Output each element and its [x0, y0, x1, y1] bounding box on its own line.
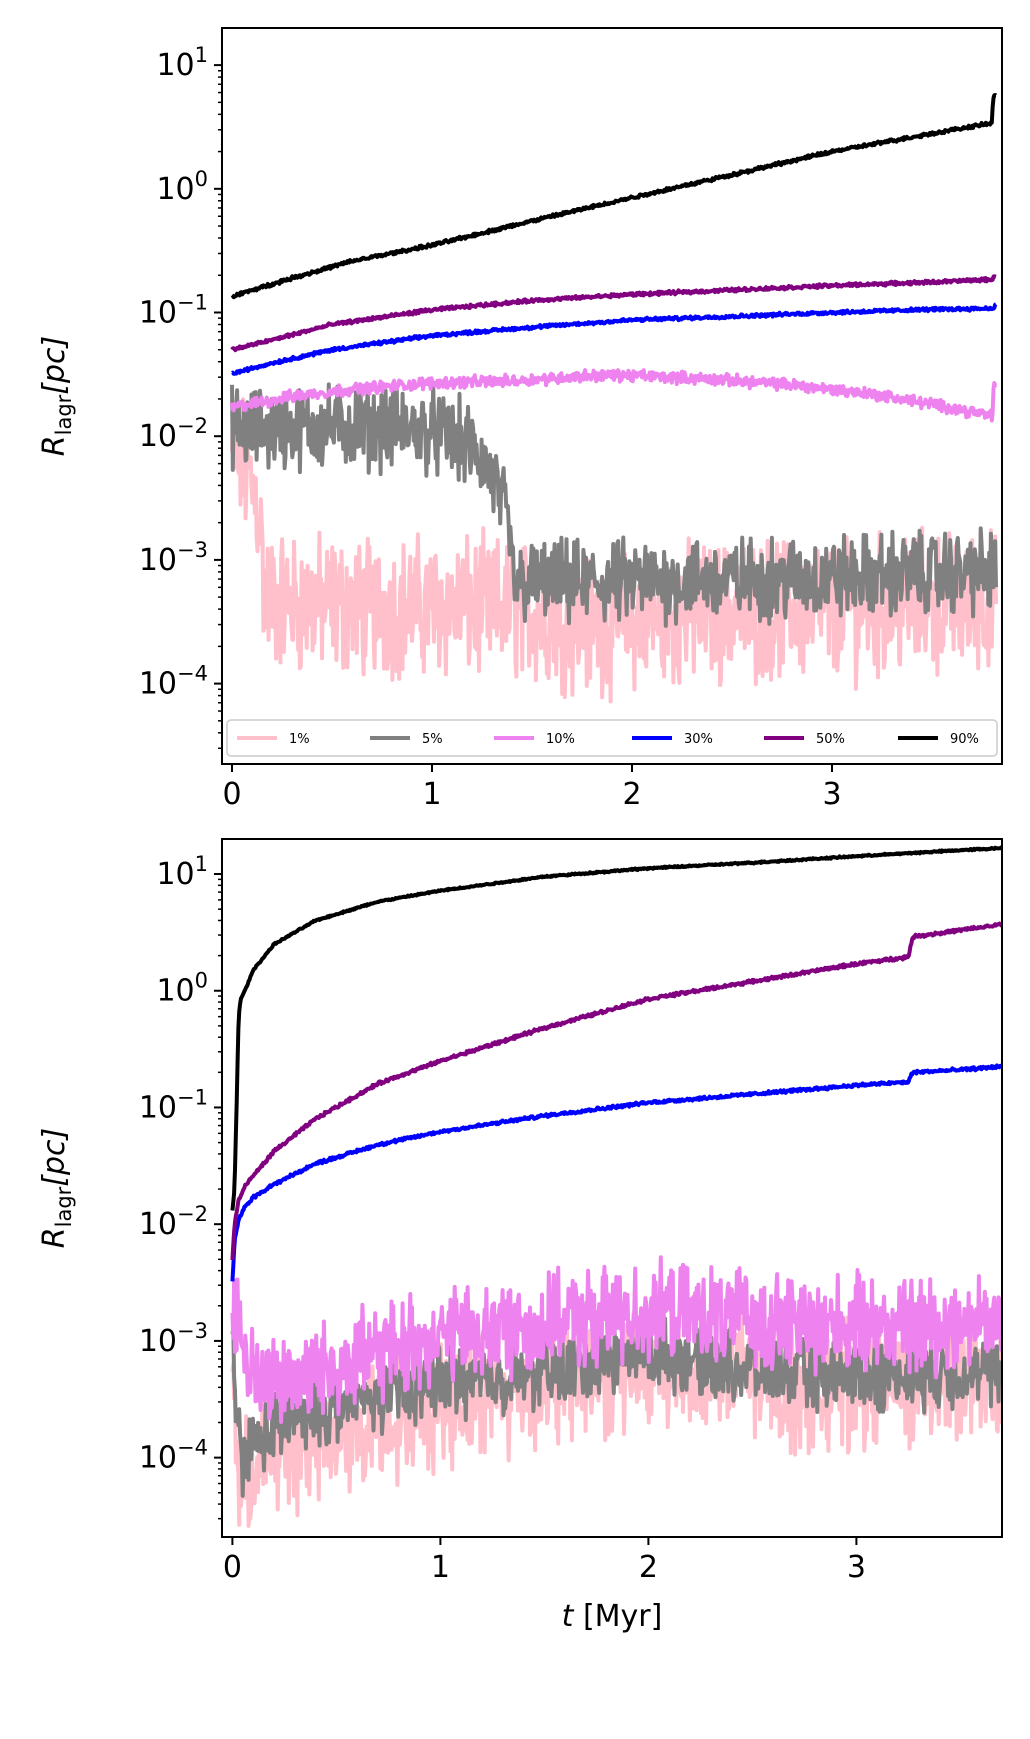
legend-entry-5: 5% [370, 732, 443, 747]
bottom-x-axis-label: t [Myr] [562, 1599, 663, 1634]
top-y-tick-label: 10−4 [139, 662, 208, 702]
top-x-tick-label: 2 [622, 777, 641, 812]
legend-entry-1: 1% [237, 732, 310, 747]
legend-label-50: 50% [816, 732, 845, 747]
top-plot-lines [230, 93, 998, 704]
bottom-y-tick-label: 10−2 [139, 1202, 208, 1242]
legend-entry-90: 90% [898, 732, 979, 747]
legend-label-30: 30% [684, 732, 713, 747]
top-axes: 0 1 2 3 101 100 10−1 10−2 10−3 10−4 [139, 43, 842, 812]
top-series-90pct [230, 93, 998, 300]
top-x-tick-label: 3 [822, 777, 841, 812]
top-x-tick-label: 0 [222, 777, 241, 812]
bottom-series-90pct [230, 845, 1002, 1211]
bottom-x-tick-label: 3 [847, 1550, 866, 1585]
bottom-plot-lines [230, 845, 1002, 1528]
top-panel: 0 1 2 3 101 100 10−1 10−2 10−3 10−4 Rlagr[pc] 1% … [37, 27, 1003, 812]
bottom-y-tick-label: 10−1 [139, 1085, 208, 1125]
bottom-series-50pct [230, 921, 1002, 1261]
bottom-x-tick-label: 0 [223, 1550, 242, 1585]
legend-label-5: 5% [422, 732, 443, 747]
bottom-plot-frame [221, 838, 1003, 1538]
bottom-y-axis-label: Rlagr[pc] [37, 1128, 76, 1248]
top-y-tick-label: 10−2 [139, 414, 208, 454]
legend-entry-50: 50% [764, 732, 845, 747]
legend-entry-10: 10% [494, 732, 575, 747]
top-series-50pct [230, 274, 998, 353]
top-x-tick-label: 1 [422, 777, 441, 812]
legend-label-90: 90% [950, 732, 979, 747]
top-y-axis-label: Rlagr[pc] [37, 336, 76, 456]
top-y-tick-label: 10−1 [139, 291, 208, 331]
bottom-y-tick-label: 10−3 [139, 1319, 208, 1359]
bottom-x-tick-label: 1 [431, 1550, 450, 1585]
legend-label-1: 1% [289, 732, 310, 747]
bottom-axes: 0 1 2 3 101 100 10−1 10−2 10−3 10−4 [139, 852, 866, 1585]
top-series-10pct [230, 368, 998, 423]
bottom-series-30pct [230, 1063, 1002, 1282]
bottom-x-tick-label: 2 [639, 1550, 658, 1585]
bottom-y-tick-label: 101 [156, 852, 208, 892]
top-series-5pct [230, 382, 998, 628]
bottom-y-tick-label: 10−4 [139, 1436, 208, 1476]
legend-box [226, 719, 998, 757]
legend-label-10: 10% [546, 732, 575, 747]
bottom-panel: 0 1 2 3 101 100 10−1 10−2 10−3 10−4 Rlagr[pc] t [… [37, 838, 1003, 1634]
bottom-series-10pct [230, 1255, 1002, 1424]
legend: 1% 5% 10% 30% 50% 90% [226, 719, 998, 757]
bottom-y-tick-label: 100 [156, 969, 208, 1009]
top-y-tick-label: 101 [156, 43, 208, 83]
bottom-series-5pct [230, 1316, 1002, 1498]
top-y-tick-label: 100 [156, 167, 208, 207]
legend-entry-30: 30% [632, 732, 713, 747]
top-y-tick-label: 10−3 [139, 538, 208, 578]
top-series-30pct [230, 302, 998, 376]
top-plot-frame [221, 27, 1003, 765]
